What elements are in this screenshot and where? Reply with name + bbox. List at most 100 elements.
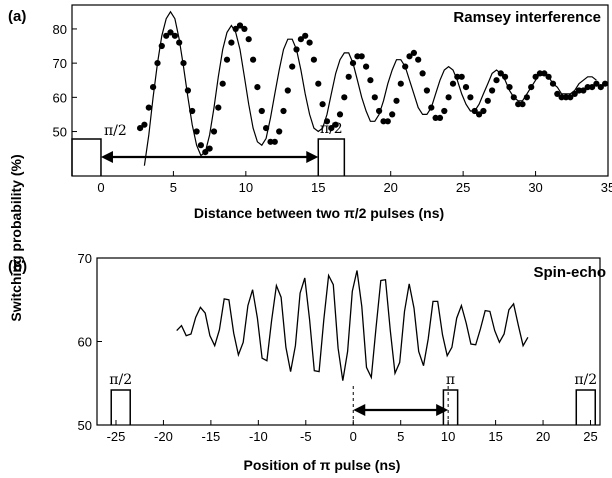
data-point (467, 94, 474, 101)
data-point (206, 145, 213, 152)
y-tick-label: 70 (53, 56, 67, 71)
panel-b-title: Spin-echo (533, 264, 606, 281)
panel-b: (b) Spin-echo Position of π pulse (ns) -… (8, 251, 606, 473)
data-point (171, 32, 178, 39)
data-point (210, 128, 218, 135)
data-point (554, 90, 561, 97)
pulse-label-2: π (446, 372, 455, 388)
panel-a: (a) Ramsey interference Distance between… (8, 4, 612, 221)
x-tick-label: 0 (97, 180, 104, 195)
data-point (250, 56, 257, 63)
data-point (593, 80, 600, 87)
data-point (254, 84, 261, 91)
y-tick-label: 70 (78, 251, 92, 266)
data-point (484, 97, 491, 104)
data-point (215, 104, 222, 111)
data-point (580, 87, 587, 94)
data-point (336, 111, 344, 118)
data-point (436, 114, 444, 121)
x-tick-label: -10 (249, 429, 268, 444)
x-tick-label: 0 (350, 429, 357, 444)
data-point (458, 73, 465, 80)
x-tick-label: 35 (601, 180, 612, 195)
x-tick-label: 30 (528, 180, 542, 195)
data-point (302, 32, 309, 39)
arrow-head-left (100, 151, 113, 163)
data-point (367, 77, 374, 84)
data-point (380, 118, 387, 125)
data-point (602, 80, 609, 87)
data-point (245, 36, 252, 43)
x-tick-label: 25 (456, 180, 470, 195)
panel-a-x-ticks: 0 5 10 15 20 25 30 35 (97, 171, 612, 195)
data-point (284, 87, 291, 94)
pulse-1 (110, 389, 131, 425)
panel-b-y-ticks: 50 60 70 (78, 251, 102, 433)
x-tick-label: 10 (239, 180, 253, 195)
pulse-2 (317, 138, 346, 176)
data-point (489, 87, 496, 94)
panel-b-label: (b) (8, 258, 27, 275)
x-tick-label: 5 (397, 429, 404, 444)
spin-echo-trace (176, 270, 529, 381)
data-point (445, 94, 452, 101)
data-point (575, 87, 583, 94)
data-point (558, 94, 565, 101)
data-point (328, 125, 335, 132)
data-point (354, 53, 361, 60)
data-point (258, 107, 265, 115)
x-tick-label: -5 (300, 429, 312, 444)
pulse-2 (442, 389, 459, 425)
y-tick-label: 50 (78, 418, 92, 433)
panel-a-x-axis-label: Distance between two π/2 pulses (ns) (194, 205, 444, 221)
data-point (397, 80, 404, 87)
pulse-3 (575, 389, 597, 425)
x-tick-label: 25 (583, 429, 597, 444)
x-tick-label: 15 (311, 180, 325, 195)
data-point (167, 29, 174, 36)
data-point (137, 125, 144, 132)
data-point (306, 39, 313, 46)
pulse-label-1: π/2 (104, 123, 127, 139)
x-tick-label: -25 (107, 429, 126, 444)
panel-b-double-arrow (352, 386, 449, 425)
data-point (567, 94, 574, 101)
data-point (493, 77, 500, 84)
data-point (280, 107, 287, 115)
data-point (310, 56, 317, 63)
arrow-head-right (436, 404, 449, 416)
x-tick-label: -20 (154, 429, 173, 444)
arrow-head-left (353, 404, 366, 416)
data-point (415, 56, 422, 63)
data-point (441, 107, 448, 115)
pulse-label-1: π/2 (109, 372, 132, 388)
data-point (419, 70, 426, 77)
y-tick-label: 80 (53, 22, 67, 37)
y-tick-label: 60 (78, 335, 92, 350)
data-point (449, 80, 457, 87)
data-point (393, 97, 400, 104)
y-axis-label: Switching probability (%) (8, 154, 24, 321)
y-tick-label: 60 (53, 90, 67, 105)
data-point (184, 87, 191, 94)
data-point (271, 138, 278, 145)
panel-b-data (176, 270, 529, 381)
panel-b-x-ticks: -25 -20 -15 -10 -5 0 5 10 15 20 25 (107, 420, 598, 444)
arrow-head-right (306, 151, 319, 163)
x-tick-label: 20 (383, 180, 397, 195)
data-point (319, 101, 326, 108)
panel-a-title: Ramsey interference (453, 9, 601, 26)
data-point (410, 49, 417, 57)
y-tick-label: 50 (53, 125, 67, 140)
x-tick-label: -15 (201, 429, 220, 444)
panel-a-y-ticks: 50 60 70 80 (53, 22, 77, 140)
panel-a-double-arrow (100, 151, 319, 163)
data-point (423, 87, 430, 94)
data-point (476, 111, 483, 118)
data-point (228, 39, 235, 46)
data-point (163, 32, 170, 39)
x-tick-label: 15 (488, 429, 502, 444)
panel-a-data (137, 10, 609, 166)
data-point (276, 128, 283, 135)
